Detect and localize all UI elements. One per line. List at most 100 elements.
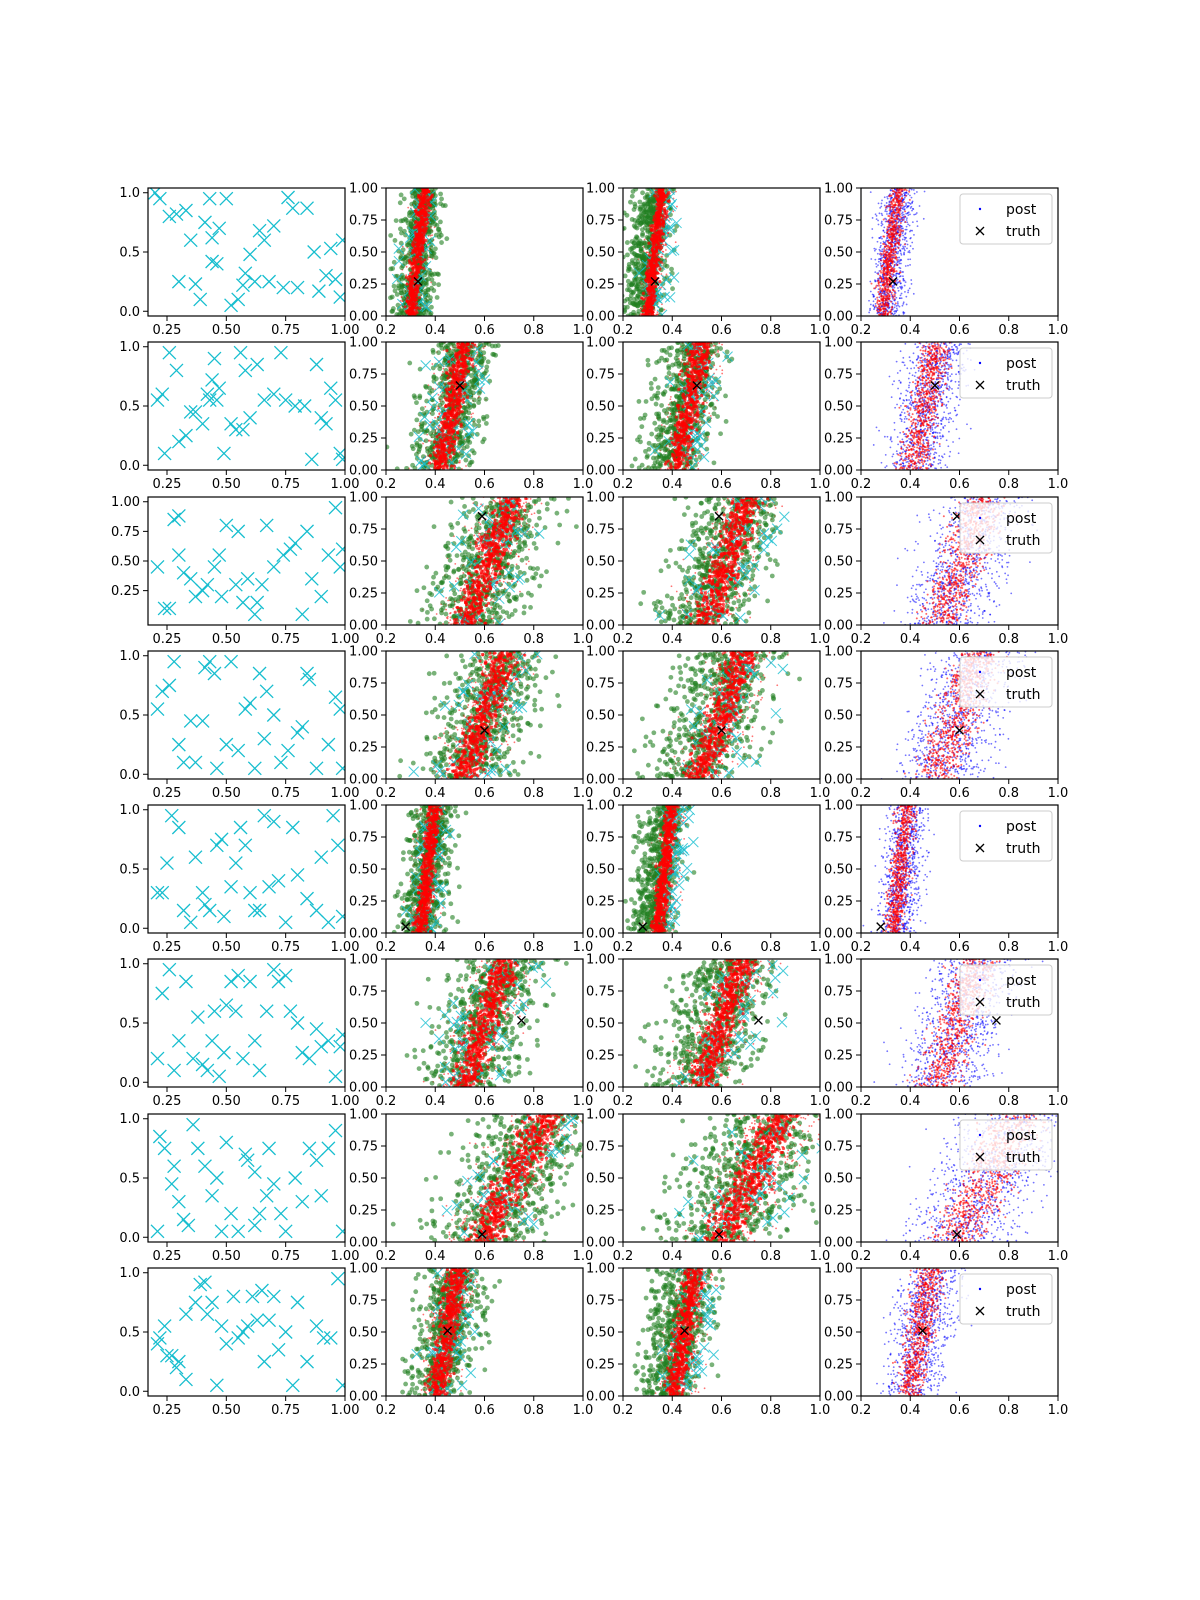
green-sample (633, 188, 639, 192)
design-point (205, 230, 220, 245)
post-sample (874, 280, 877, 283)
red-sample (873, 287, 876, 290)
red-core-sample (660, 232, 665, 236)
green-sample (434, 222, 440, 228)
post-sample (907, 223, 910, 226)
red-core-sample (655, 226, 659, 230)
red-core-sample (417, 240, 421, 244)
red-core-sample (421, 223, 425, 228)
red-core-sample (408, 292, 412, 296)
red-core-sample (426, 198, 430, 202)
post-sample (907, 193, 910, 195)
design-point (171, 274, 186, 289)
red-core-sample (652, 229, 656, 233)
red-core-sample (647, 262, 651, 266)
red-sample (897, 247, 900, 250)
post-sample (883, 226, 886, 229)
green-sample (439, 240, 444, 245)
red-core-sample (418, 229, 422, 233)
design-point (152, 191, 167, 206)
post-sample (900, 285, 903, 288)
design-point (319, 268, 333, 283)
design-point (323, 241, 338, 256)
post-sample (875, 214, 878, 217)
red-core-sample (648, 273, 652, 277)
post-sample (912, 247, 914, 250)
red-sample (401, 245, 404, 248)
post-sample (881, 223, 884, 226)
red-core-sample (418, 224, 422, 229)
post-sample (903, 284, 906, 287)
post-sample (880, 222, 883, 224)
post-sample (879, 244, 882, 247)
red-core-sample (410, 305, 414, 309)
red-core-sample (657, 257, 661, 262)
post-sample (868, 311, 871, 314)
post-sample (907, 264, 909, 267)
red-core-sample (407, 259, 412, 263)
x-tick-label: 0.6 (474, 323, 495, 338)
post-sample (910, 196, 913, 199)
x-tick-label: 0.25 (153, 323, 182, 338)
red-core-sample (406, 300, 410, 304)
green-sample (431, 281, 437, 287)
truth-marker (650, 276, 660, 286)
post-sample (909, 258, 912, 261)
post-sample (900, 292, 903, 295)
y-tick-label: 0.75 (586, 214, 615, 229)
red-core-sample (667, 199, 671, 203)
red-core-sample (419, 215, 423, 219)
green-sample (399, 282, 405, 288)
red-sample (883, 292, 886, 295)
red-core-sample (654, 247, 659, 251)
post-sample (904, 228, 907, 231)
red-core-sample (649, 267, 653, 271)
post-sample (897, 287, 899, 289)
green-sample (394, 292, 400, 297)
post-sample (881, 256, 884, 259)
x-tick-label: 1.0 (810, 323, 831, 338)
truth-marker (413, 276, 423, 286)
post-sample (895, 262, 898, 265)
green-sample (637, 217, 643, 223)
red-core-sample (657, 234, 661, 238)
post-sample (884, 208, 887, 211)
post-sample (889, 189, 892, 191)
red-core-sample (410, 281, 414, 285)
red-core-sample (660, 246, 664, 250)
post-sample (893, 274, 896, 277)
red-sample (874, 305, 877, 308)
green-sample (641, 252, 647, 257)
red-core-sample (662, 193, 666, 197)
post-sample (909, 237, 912, 240)
x-tick-label: 1.00 (331, 323, 360, 338)
green-sample (623, 254, 626, 260)
design-point (307, 245, 322, 259)
cyan-sample (664, 224, 676, 235)
green-sample (642, 209, 648, 215)
red-sample (663, 308, 666, 311)
post-sample (869, 191, 872, 194)
green-sample (433, 246, 438, 252)
post-sample (881, 214, 884, 217)
red-sample (877, 279, 880, 282)
green-sample (624, 212, 630, 218)
red-sample (672, 210, 675, 213)
post-sample (911, 241, 914, 244)
post-sample (892, 285, 895, 288)
post-sample (897, 273, 900, 276)
green-sample (433, 188, 438, 191)
post-sample (907, 214, 910, 217)
green-sample (398, 218, 404, 224)
post-sample (886, 213, 888, 215)
red-core-sample (410, 242, 415, 246)
green-sample (398, 192, 404, 198)
red-core-sample (424, 211, 429, 216)
red-sample (405, 274, 408, 277)
red-core-sample (425, 226, 429, 231)
red-sample (896, 237, 899, 240)
post-sample (877, 264, 879, 267)
green-sample (637, 207, 643, 212)
samples (868, 188, 926, 316)
x-tick-label: 0.75 (271, 323, 300, 338)
